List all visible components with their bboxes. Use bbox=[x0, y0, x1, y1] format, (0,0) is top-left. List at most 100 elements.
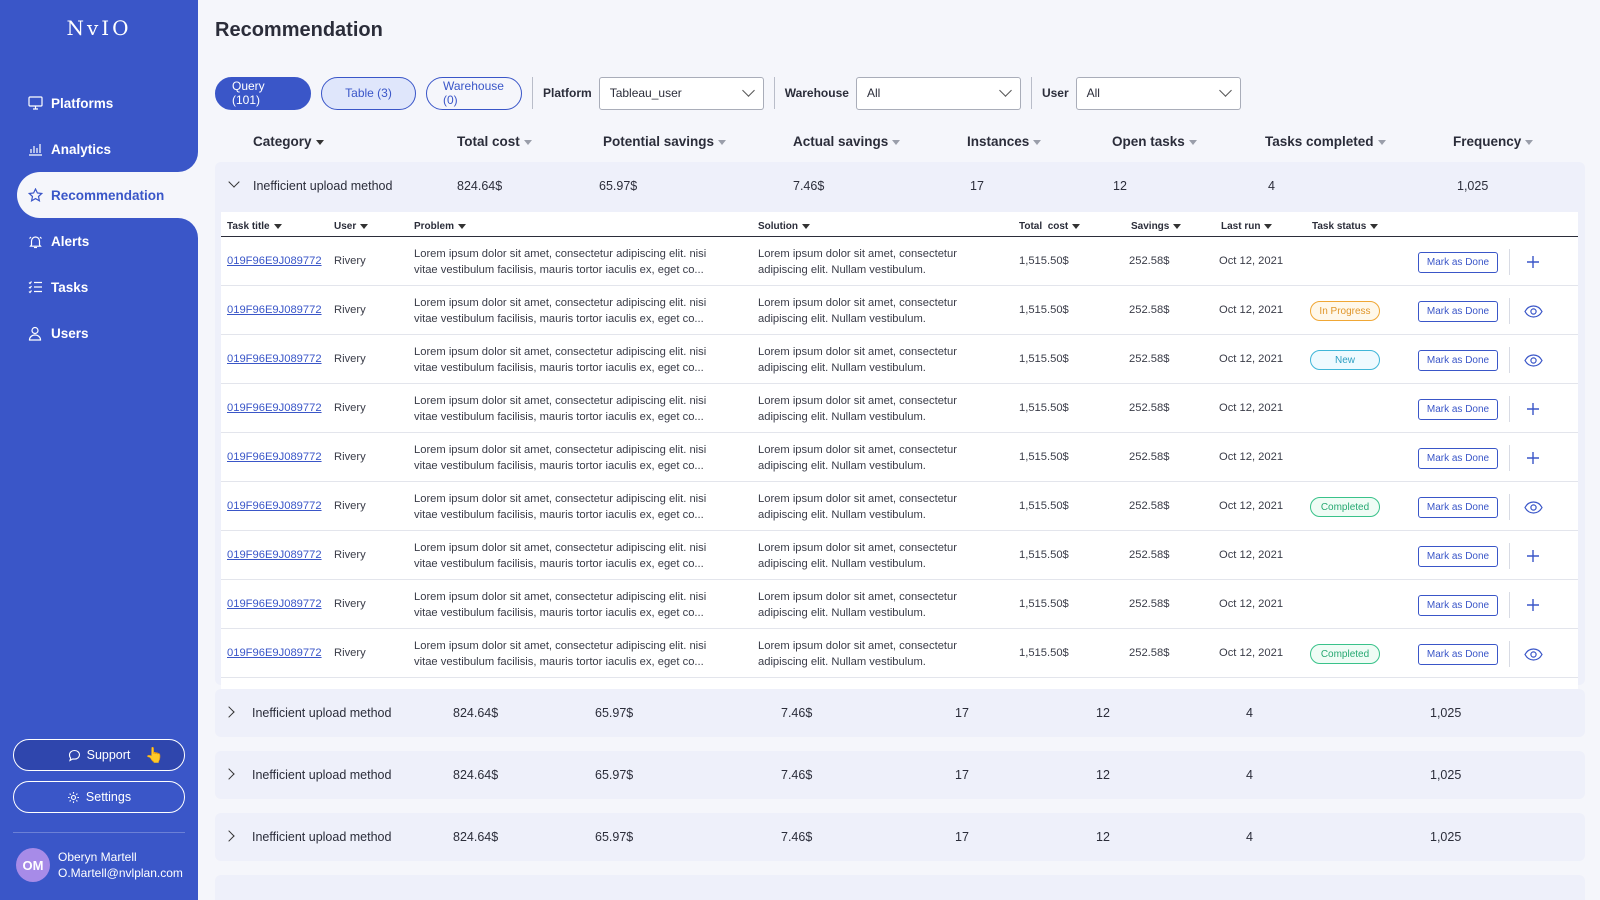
category-row[interactable]: Inefficient upload method 824.64$ 65.97$… bbox=[215, 751, 1585, 799]
subcol-user[interactable]: User bbox=[334, 221, 369, 232]
problem-line: Lorem ipsum dolor sit amet, consectetur … bbox=[414, 444, 707, 456]
column-header-category[interactable]: Category bbox=[253, 134, 324, 149]
problem-line: Lorem ipsum dolor sit amet, consectetur … bbox=[414, 297, 707, 309]
user-name: Oberyn Martell bbox=[58, 850, 137, 864]
support-label: Support bbox=[86, 748, 131, 762]
settings-label: Settings bbox=[85, 790, 132, 804]
warehouse-select[interactable]: All bbox=[855, 76, 1021, 110]
tab-table[interactable]: Table (3) bbox=[321, 76, 416, 110]
chevron-down-icon bbox=[1218, 84, 1232, 97]
tab-warehouse[interactable]: Warehouse (0) bbox=[426, 76, 522, 110]
task-total-cost: 1,515.50$ bbox=[1019, 500, 1069, 512]
category-row[interactable]: Inefficient upload method 824.64$ 65.97$… bbox=[215, 689, 1585, 737]
user-select[interactable]: All bbox=[1075, 76, 1241, 110]
mark-as-done-button[interactable]: Mark as Done bbox=[1418, 595, 1498, 616]
sort-caret-icon bbox=[1525, 139, 1534, 145]
task-title-link[interactable]: 019F96E9J089772 bbox=[227, 304, 322, 316]
task-solution: Lorem ipsum dolor sit amet, consectetur a… bbox=[758, 491, 957, 523]
column-header-tasks-completed[interactable]: Tasks completed bbox=[1265, 134, 1386, 149]
column-header-frequency[interactable]: Frequency bbox=[1453, 134, 1534, 149]
task-last-run: Oct 12, 2021 bbox=[1219, 500, 1284, 512]
task-title-link[interactable]: 019F96E9J089772 bbox=[227, 549, 322, 561]
task-title-link[interactable]: 019F96E9J089772 bbox=[227, 255, 322, 267]
mark-as-done-button[interactable]: Mark as Done bbox=[1418, 252, 1498, 273]
sidebar-item-platforms[interactable]: Platforms bbox=[0, 80, 198, 126]
subcol-task-status[interactable]: Task status bbox=[1312, 221, 1379, 232]
sort-caret-icon bbox=[523, 139, 532, 145]
mark-as-done-button[interactable]: Mark as Done bbox=[1418, 301, 1498, 322]
task-title-link[interactable]: 019F96E9J089772 bbox=[227, 353, 322, 365]
platform-label: Platform bbox=[543, 86, 592, 100]
solution-line: Lorem ipsum dolor sit amet, consectetur bbox=[758, 591, 957, 603]
mark-as-done-button[interactable]: Mark as Done bbox=[1418, 546, 1498, 567]
eye-icon[interactable] bbox=[1522, 349, 1544, 371]
mark-as-done-button[interactable]: Mark as Done bbox=[1418, 448, 1498, 469]
task-total-cost: 1,515.50$ bbox=[1019, 353, 1069, 365]
sort-caret-icon bbox=[1264, 223, 1273, 229]
task-title-link[interactable]: 019F96E9J089772 bbox=[227, 500, 322, 512]
category-name: Inefficient upload method bbox=[252, 706, 392, 720]
solution-line: Lorem ipsum dolor sit amet, consectetur bbox=[758, 444, 957, 456]
task-user: Rivery bbox=[334, 304, 366, 316]
task-title-link[interactable]: 019F96E9J089772 bbox=[227, 598, 322, 610]
subcol-last-run[interactable]: Last run bbox=[1221, 221, 1273, 232]
task-user: Rivery bbox=[334, 402, 366, 414]
plus-icon[interactable] bbox=[1522, 447, 1544, 469]
support-button[interactable]: Support 👆 bbox=[13, 739, 185, 771]
tasks-completed-value: 4 bbox=[1268, 179, 1275, 193]
user-profile[interactable]: OM Oberyn Martell O.Martell@nvlplan.com bbox=[16, 848, 183, 882]
task-savings: 252.58$ bbox=[1129, 647, 1170, 659]
sidebar-item-tasks[interactable]: Tasks bbox=[0, 264, 198, 310]
mark-as-done-button[interactable]: Mark as Done bbox=[1418, 644, 1498, 665]
sort-caret-icon bbox=[1033, 139, 1042, 145]
task-total-cost: 1,515.50$ bbox=[1019, 255, 1069, 267]
settings-button[interactable]: Settings bbox=[13, 781, 185, 813]
tasks-completed-value: 4 bbox=[1246, 830, 1253, 844]
column-header-actual-savings[interactable]: Actual savings bbox=[793, 134, 901, 149]
sidebar-item-analytics[interactable]: Analytics bbox=[0, 126, 198, 172]
subcol-solution[interactable]: Solution bbox=[758, 221, 810, 232]
eye-icon[interactable] bbox=[1522, 496, 1544, 518]
sidebar-item-recommendation[interactable]: Recommendation bbox=[17, 172, 198, 218]
category-name: Inefficient upload method bbox=[252, 830, 392, 844]
sidebar-item-label: Tasks bbox=[51, 279, 89, 295]
eye-icon[interactable] bbox=[1522, 300, 1544, 322]
category-row[interactable]: Inefficient upload method 824.64$ 65.97$… bbox=[215, 813, 1585, 861]
mark-as-done-button[interactable]: Mark as Done bbox=[1418, 497, 1498, 518]
tab-query[interactable]: Query (101) bbox=[215, 76, 311, 110]
mark-as-done-button[interactable]: Mark as Done bbox=[1418, 399, 1498, 420]
column-header-open-tasks[interactable]: Open tasks bbox=[1112, 134, 1197, 149]
sort-caret-icon bbox=[360, 223, 369, 229]
sort-caret-icon bbox=[1072, 223, 1081, 229]
sidebar-divider bbox=[13, 832, 185, 833]
category-name: Inefficient upload method bbox=[253, 179, 393, 193]
sidebar-item-users[interactable]: Users bbox=[0, 310, 198, 356]
plus-icon[interactable] bbox=[1522, 545, 1544, 567]
task-savings: 252.58$ bbox=[1129, 255, 1170, 267]
task-title-link[interactable]: 019F96E9J089772 bbox=[227, 451, 322, 463]
pointer-hand-icon: 👆 bbox=[145, 747, 164, 764]
task-title-link[interactable]: 019F96E9J089772 bbox=[227, 647, 322, 659]
plus-icon[interactable] bbox=[1522, 594, 1544, 616]
subcol-task-title[interactable]: Task title bbox=[227, 221, 282, 232]
column-header-total-cost[interactable]: Total cost bbox=[457, 134, 532, 149]
sidebar-item-alerts[interactable]: Alerts bbox=[0, 218, 198, 264]
plus-icon[interactable] bbox=[1522, 398, 1544, 420]
mark-as-done-button[interactable]: Mark as Done bbox=[1418, 350, 1498, 371]
total-cost-value: 824.64$ bbox=[453, 830, 499, 844]
user-email: O.Martell@nvlplan.com bbox=[58, 866, 183, 880]
frequency-value: 1,025 bbox=[1430, 768, 1462, 782]
platform-select[interactable]: Tableau_user bbox=[598, 76, 764, 110]
task-subtable: Task title User Problem Solution Total c… bbox=[221, 212, 1578, 690]
column-header-potential-savings[interactable]: Potential savings bbox=[603, 134, 727, 149]
subcol-total-cost[interactable]: Total cost bbox=[1019, 221, 1081, 232]
category-row[interactable]: Inefficient upload method 824.64$ 65.97$… bbox=[215, 162, 1585, 210]
task-title-link[interactable]: 019F96E9J089772 bbox=[227, 402, 322, 414]
table-row: 019F96E9J089772 Rivery Lorem ipsum dolor s… bbox=[221, 384, 1578, 433]
subcol-problem[interactable]: Problem bbox=[414, 221, 467, 232]
solution-line: adipiscing elit. Nullam vestibulum. bbox=[758, 509, 926, 521]
plus-icon[interactable] bbox=[1522, 251, 1544, 273]
column-header-instances[interactable]: Instances bbox=[967, 134, 1042, 149]
eye-icon[interactable] bbox=[1522, 643, 1544, 665]
subcol-savings[interactable]: Savings bbox=[1131, 221, 1182, 232]
